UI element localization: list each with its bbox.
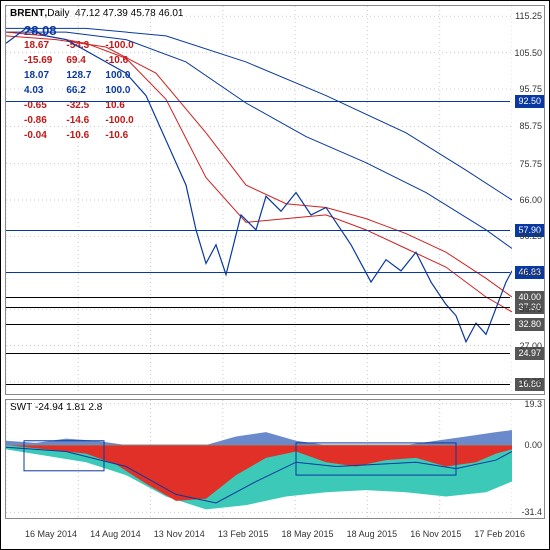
time-axis: 16 May 201414 Aug 201413 Nov 201413 Feb … <box>5 529 545 547</box>
chart-window: BRENT,Daily 47.12 47.39 45.78 46.01 28.0… <box>0 0 550 550</box>
indicator-panel[interactable]: SWT -24.94 1.81 2.8 19.30.00-31.4 <box>5 399 545 519</box>
price-level <box>6 272 510 273</box>
price-level <box>6 324 510 325</box>
price-tag: 92.50 <box>515 95 544 108</box>
price-panel[interactable]: BRENT,Daily 47.12 47.39 45.78 46.01 28.0… <box>5 5 545 395</box>
price-level <box>6 230 510 231</box>
indicator-svg <box>6 400 512 518</box>
price-level <box>6 353 510 354</box>
price-svg <box>6 6 512 394</box>
price-level <box>6 307 510 308</box>
price-tag: 32.80 <box>515 318 544 331</box>
price-level <box>6 297 510 298</box>
price-level <box>6 384 510 385</box>
price-level <box>6 101 510 102</box>
